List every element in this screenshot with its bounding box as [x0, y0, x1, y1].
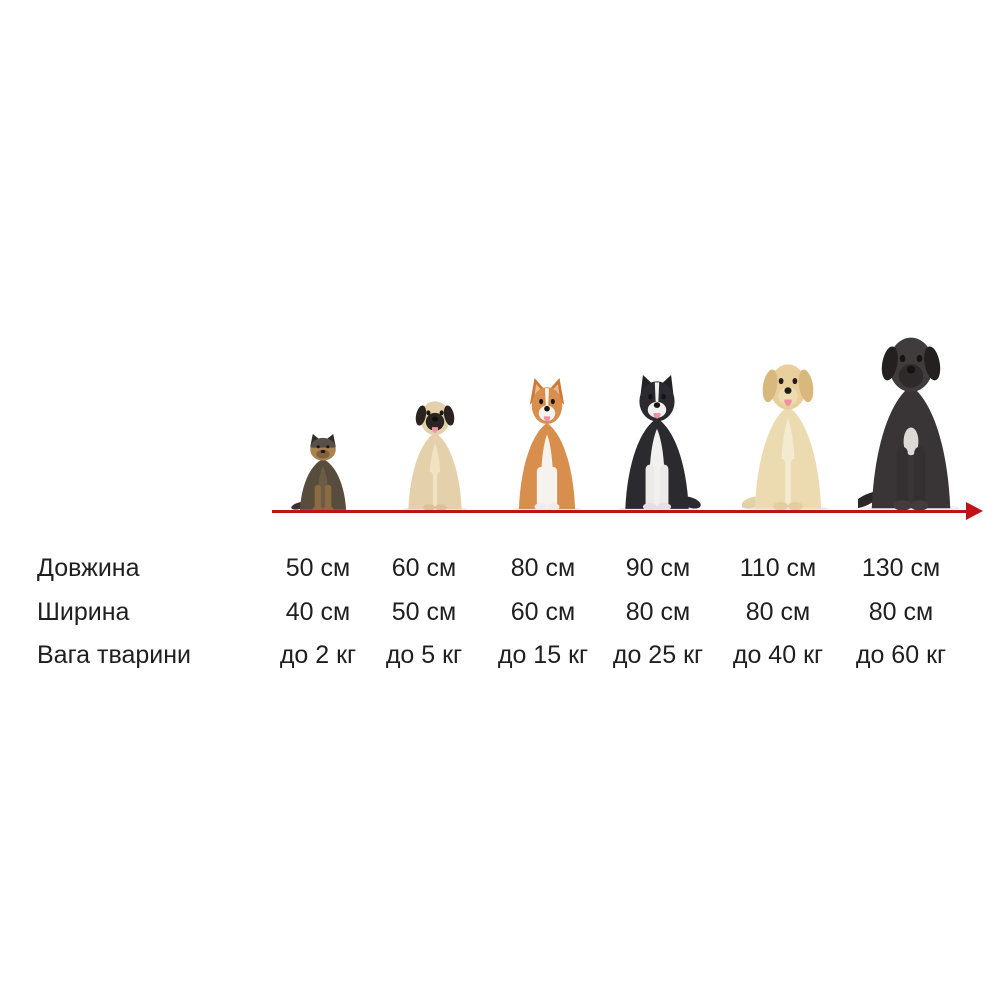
pug-dog-image — [398, 395, 472, 511]
spec-value: 130 см — [861, 554, 941, 582]
spec-row-label: Вага тварини — [37, 641, 191, 669]
spec-value: 90 см — [625, 554, 691, 582]
spec-value: 80 см — [625, 598, 691, 626]
corgi-dog-image — [508, 378, 586, 511]
spec-row-animal-weight: Вага тварини до 2 кг до 5 кг до 15 кг до… — [0, 640, 1000, 670]
spec-value: до 5 кг — [385, 641, 463, 669]
spec-row-label: Ширина — [37, 598, 130, 626]
size-axis-arrowhead-icon — [966, 502, 983, 520]
spec-value: 60 см — [510, 598, 576, 626]
labrador-dog-image — [742, 356, 834, 511]
spec-value: до 15 кг — [497, 641, 589, 669]
spec-row-width: Ширина 40 см 50 см 60 см 80 см 80 см 80 … — [0, 597, 1000, 627]
spec-value: 50 см — [391, 598, 457, 626]
size-axis-line — [272, 510, 968, 513]
spec-row-length: Довжина 50 см 60 см 80 см 90 см 110 см 1… — [0, 553, 1000, 583]
spec-row-label: Довжина — [37, 554, 140, 582]
spec-value: 40 см — [285, 598, 351, 626]
spec-value: 80 см — [868, 598, 934, 626]
yorkshire-terrier-dog-image — [291, 434, 355, 511]
spec-value: до 40 кг — [732, 641, 824, 669]
spec-value: 110 см — [739, 554, 817, 582]
spec-value: до 25 кг — [612, 641, 704, 669]
cane-corso-dog-image — [858, 330, 964, 511]
border-collie-dog-image — [613, 374, 701, 511]
spec-value: до 2 кг — [279, 641, 357, 669]
spec-value: 80 см — [745, 598, 811, 626]
spec-value: 60 см — [391, 554, 457, 582]
spec-value: до 60 кг — [855, 641, 947, 669]
spec-value: 80 см — [510, 554, 576, 582]
spec-value: 50 см — [285, 554, 351, 582]
